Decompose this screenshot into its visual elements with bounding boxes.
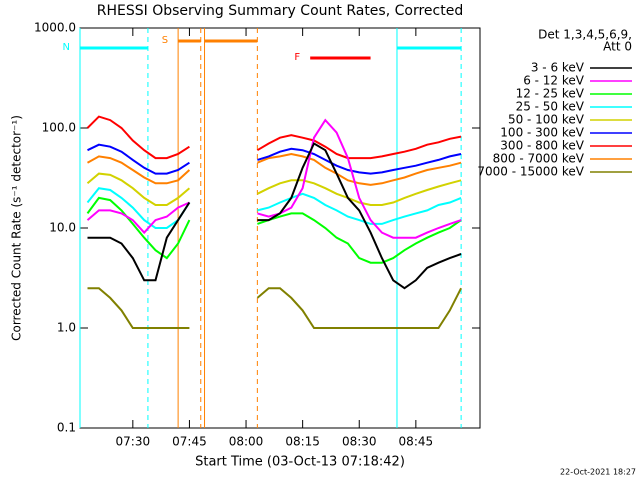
series-line [87, 142, 462, 290]
marker-label: S [162, 35, 168, 46]
x-tick-label: 07:30 [116, 435, 151, 449]
x-axis-label: Start Time (03-Oct-13 07:18:42) [195, 455, 405, 470]
legend-title: Det 1,3,4,5,6,9, [538, 28, 632, 42]
marker-label: F [294, 52, 300, 63]
series-line [86, 115, 462, 160]
legend-label: 12 - 25 keV [516, 87, 585, 101]
series-line [86, 196, 462, 264]
y-tick-label: 100.0 [42, 121, 76, 135]
y-axis-label: Corrected Count Rate (s⁻¹ detector⁻¹) [10, 115, 24, 341]
legend-title: Att 0 [603, 40, 632, 54]
y-tick-label: 1.0 [57, 321, 76, 335]
legend-label: 6 - 12 keV [523, 74, 585, 88]
x-tick-label: 07:45 [172, 435, 207, 449]
y-tick-label: 0.1 [57, 421, 76, 435]
x-tick-label: 08:15 [285, 435, 320, 449]
legend-label: 300 - 800 keV [500, 139, 584, 153]
x-tick-label: 08:45 [399, 435, 434, 449]
y-tick-label: 1000.0 [34, 21, 76, 35]
legend-label: 800 - 7000 keV [493, 152, 585, 166]
footer: 22-Oct-2021 18:27 [560, 468, 636, 477]
legend-label: 3 - 6 keV [531, 61, 585, 75]
x-tick-label: 08:30 [342, 435, 377, 449]
series-line [86, 172, 462, 206]
y-tick-label: 10.0 [49, 221, 76, 235]
legend-label: 25 - 50 keV [516, 100, 585, 114]
chart-title: RHESSI Observing Summary Count Rates, Co… [97, 3, 463, 19]
marker-label: N [63, 42, 70, 53]
series-line [87, 152, 462, 186]
legend-label: 7000 - 15000 keV [477, 165, 584, 179]
x-tick-label: 08:00 [229, 435, 264, 449]
series-line [87, 287, 462, 329]
series-line [87, 143, 462, 175]
series-line [86, 118, 462, 239]
legend-label: 100 - 300 keV [500, 126, 584, 140]
legend-label: 50 - 100 keV [508, 113, 585, 127]
